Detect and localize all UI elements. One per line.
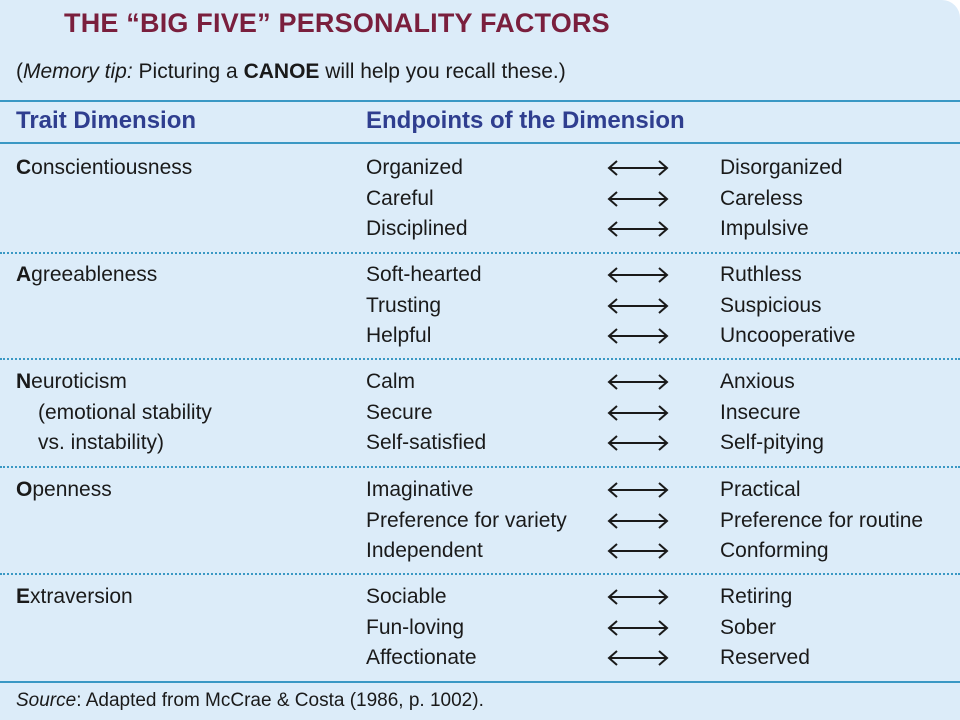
endpoint-high: Anxious [720,370,795,393]
double-arrow-icon [607,160,669,176]
table-bottom-rule [0,681,960,683]
memory-tip-text-after: will help you recall these.) [319,60,566,83]
endpoints-header: Endpoints of the Dimension [366,107,685,134]
trait-rest: euroticism [31,370,127,393]
endpoint-low: Preference for variety [366,508,567,532]
double-arrow-icon [607,221,669,237]
trait-initial: C [16,156,32,179]
trait-name: Agreeableness [16,262,157,288]
trait-rest: xtraversion [30,585,133,608]
endpoint-high: Practical [720,478,801,501]
endpoint-low: Soft-hearted [366,263,482,286]
trait-initial: N [16,370,32,393]
endpoint-high: Disorganized [720,156,843,179]
endpoint-low: Secure [366,400,433,424]
double-arrow-icon [607,404,669,421]
endpoint-high: Retiring [720,585,793,608]
endpoint-high: Suspicious [720,293,822,317]
endpoint-low: Disciplined [366,217,468,240]
memory-tip-text-before: Picturing a [132,60,244,83]
endpoint-high: Careless [720,186,803,210]
double-arrow-icon [607,297,669,314]
endpoint-high: Reserved [720,646,810,669]
trait-initial: O [16,478,33,501]
trait-rest: onscientiousness [31,156,193,179]
double-arrow-icon [607,589,669,605]
trait-name: Openness [16,477,112,503]
double-arrow-icon [607,482,669,498]
memory-tip-open: ( [16,60,23,83]
endpoint-low: Imaginative [366,478,474,501]
trait-name: Extraversion [16,584,133,610]
endpoint-high: Insecure [720,400,801,424]
endpoint-low: Fun-loving [366,615,465,639]
endpoint-low: Sociable [366,585,447,608]
endpoint-low: Careful [366,186,434,210]
double-arrow-icon [607,650,669,666]
endpoint-high: Conforming [720,539,829,562]
source-note: Source: Adapted from McCrae & Costa (198… [16,690,484,712]
factor-divider [0,358,960,360]
double-arrow-icon [607,619,669,636]
trait-rest: greeableness [31,263,158,286]
endpoint-high: Impulsive [720,217,809,240]
memory-tip-label: Memory tip: [23,60,133,83]
source-label: Source [16,690,77,711]
figure-title: THE “BIG FIVE” PERSONALITY FACTORS [64,8,610,38]
trait-name: Conscientiousness [16,155,192,181]
memory-tip: (Memory tip: Picturing a CANOE will help… [16,60,566,84]
endpoint-low: Self-satisfied [366,431,487,454]
trait-subtitle: (emotional stability [38,400,212,424]
trait-dimension-header: Trait Dimension [16,107,197,134]
header-bottom-rule [0,142,960,144]
trait-initial: A [16,263,32,286]
endpoint-low: Independent [366,539,483,562]
endpoint-high: Ruthless [720,263,802,286]
endpoint-low: Organized [366,156,463,179]
endpoint-low: Calm [366,370,416,393]
endpoint-low: Helpful [366,324,432,347]
double-arrow-icon [607,512,669,529]
double-arrow-icon [607,267,669,283]
double-arrow-icon [607,374,669,390]
factor-divider [0,252,960,254]
double-arrow-icon [607,543,669,559]
endpoint-low: Affectionate [366,646,477,669]
factor-divider [0,466,960,468]
trait-rest: penness [32,478,112,501]
endpoint-high: Self-pitying [720,431,824,454]
endpoint-high: Preference for routine [720,508,924,532]
header-top-rule [0,100,960,102]
trait-name: Neuroticism [16,369,127,395]
endpoint-low: Trusting [366,293,442,317]
endpoint-high: Sober [720,615,777,639]
double-arrow-icon [607,435,669,451]
source-text: : Adapted from McCrae & Costa (1986, p. … [76,690,484,711]
double-arrow-icon [607,328,669,344]
trait-subtitle: vs. instability) [38,431,165,454]
double-arrow-icon [607,190,669,207]
endpoint-high: Uncooperative [720,324,856,347]
memory-tip-keyword: CANOE [243,60,320,83]
trait-initial: E [16,585,31,608]
factor-divider [0,573,960,575]
